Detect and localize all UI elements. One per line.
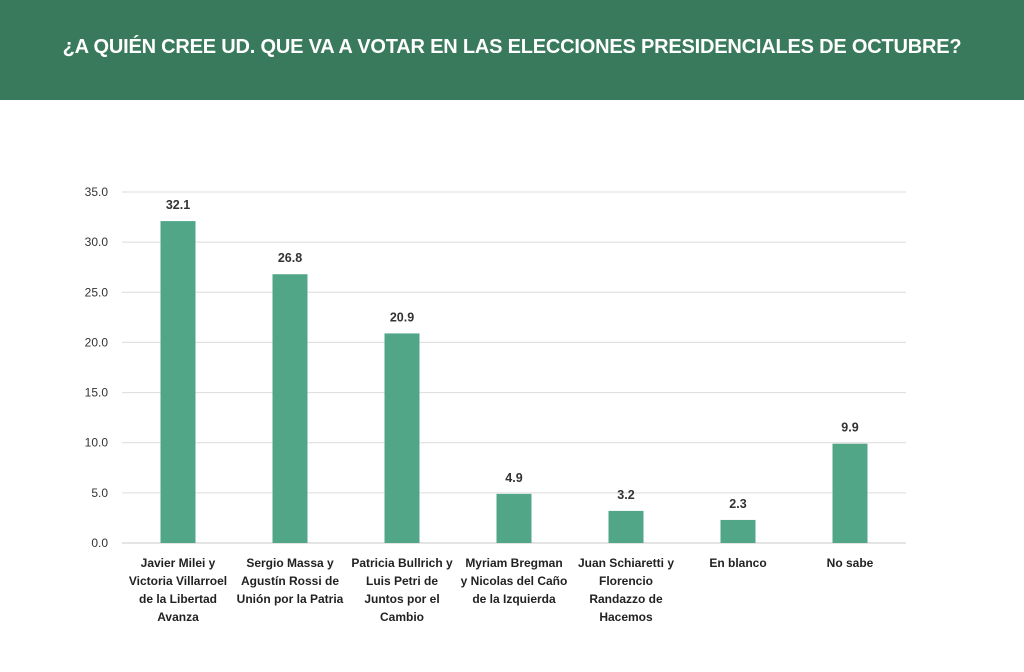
category-label-line: Randazzo de (589, 592, 663, 606)
category-label-line: Patricia Bullrich y (351, 556, 453, 570)
category-label: Myriam Bregman y Nicolas del Caño de la Iz… (461, 556, 568, 606)
category-label-line: Myriam Bregman (465, 556, 562, 570)
y-tick-label: 20.0 (85, 335, 109, 349)
category-label-line: En blanco (709, 556, 766, 570)
category-label-line: Sergio Massa y (246, 556, 334, 570)
category-label-line: de la Libertad (139, 592, 217, 606)
category-label-line: Victoria Villarroel (129, 574, 227, 588)
bar (720, 519, 756, 543)
y-tick-label: 5.0 (91, 486, 108, 500)
category-label-line: Unión por la Patria (237, 592, 344, 606)
category-label: Juan Schiaretti y Florencio Randazzo de Hac… (578, 556, 674, 624)
category-label-line: Avanza (157, 610, 199, 624)
category-label-line: Juntos por el (364, 592, 439, 606)
category-label-line: de la Izquierda (472, 592, 556, 606)
bar (608, 510, 644, 543)
category-label-line: No sabe (827, 556, 874, 570)
category-label-line: Luis Petri de (366, 574, 438, 588)
bar-chart: 0.0 5.0 10.0 15.0 20.0 25.0 30.0 35.0 32.1 Javier… (85, 185, 906, 624)
y-tick-label: 35.0 (85, 185, 109, 199)
category-label-line: Hacemos (599, 610, 653, 624)
bar (496, 493, 532, 543)
category-label: Sergio Massa y Agustín Rossi de Unión por … (237, 556, 344, 606)
category-label: En blanco (709, 556, 766, 570)
y-tick-label: 15.0 (85, 386, 109, 400)
bar (832, 443, 868, 543)
chart-title: ¿A QUIÉN CREE UD. QUE VA A VOTAR EN LAS … (62, 36, 962, 58)
category-label-line: Javier Milei y (141, 556, 216, 570)
y-tick-label: 25.0 (85, 285, 109, 299)
data-label: 32.1 (166, 198, 190, 212)
category-label-line: Cambio (380, 610, 424, 624)
category-label-line: Juan Schiaretti y (578, 556, 674, 570)
category-label-line: y Nicolas del Caño (461, 574, 568, 588)
category-label-line: Agustín Rossi de (241, 574, 339, 588)
bar (160, 221, 196, 543)
y-tick-label: 30.0 (85, 235, 109, 249)
data-label: 20.9 (390, 310, 414, 324)
category-label: Patricia Bullrich y Luis Petri de Juntos p… (351, 556, 453, 624)
data-label: 2.3 (729, 497, 746, 511)
bar (384, 333, 420, 543)
header-banner: ¿A QUIÉN CREE UD. QUE VA A VOTAR EN LAS … (0, 0, 1024, 100)
category-label: Javier Milei y Victoria Villarroel de la L… (129, 556, 227, 624)
data-label: 3.2 (617, 488, 634, 502)
data-label: 26.8 (278, 251, 302, 265)
data-label: 4.9 (505, 471, 522, 485)
category-label-line: Florencio (599, 574, 653, 588)
y-tick-label: 10.0 (85, 436, 109, 450)
data-label: 9.9 (841, 421, 858, 435)
bar (272, 274, 308, 543)
y-tick-label: 0.0 (91, 536, 108, 550)
category-label: No sabe (827, 556, 874, 570)
